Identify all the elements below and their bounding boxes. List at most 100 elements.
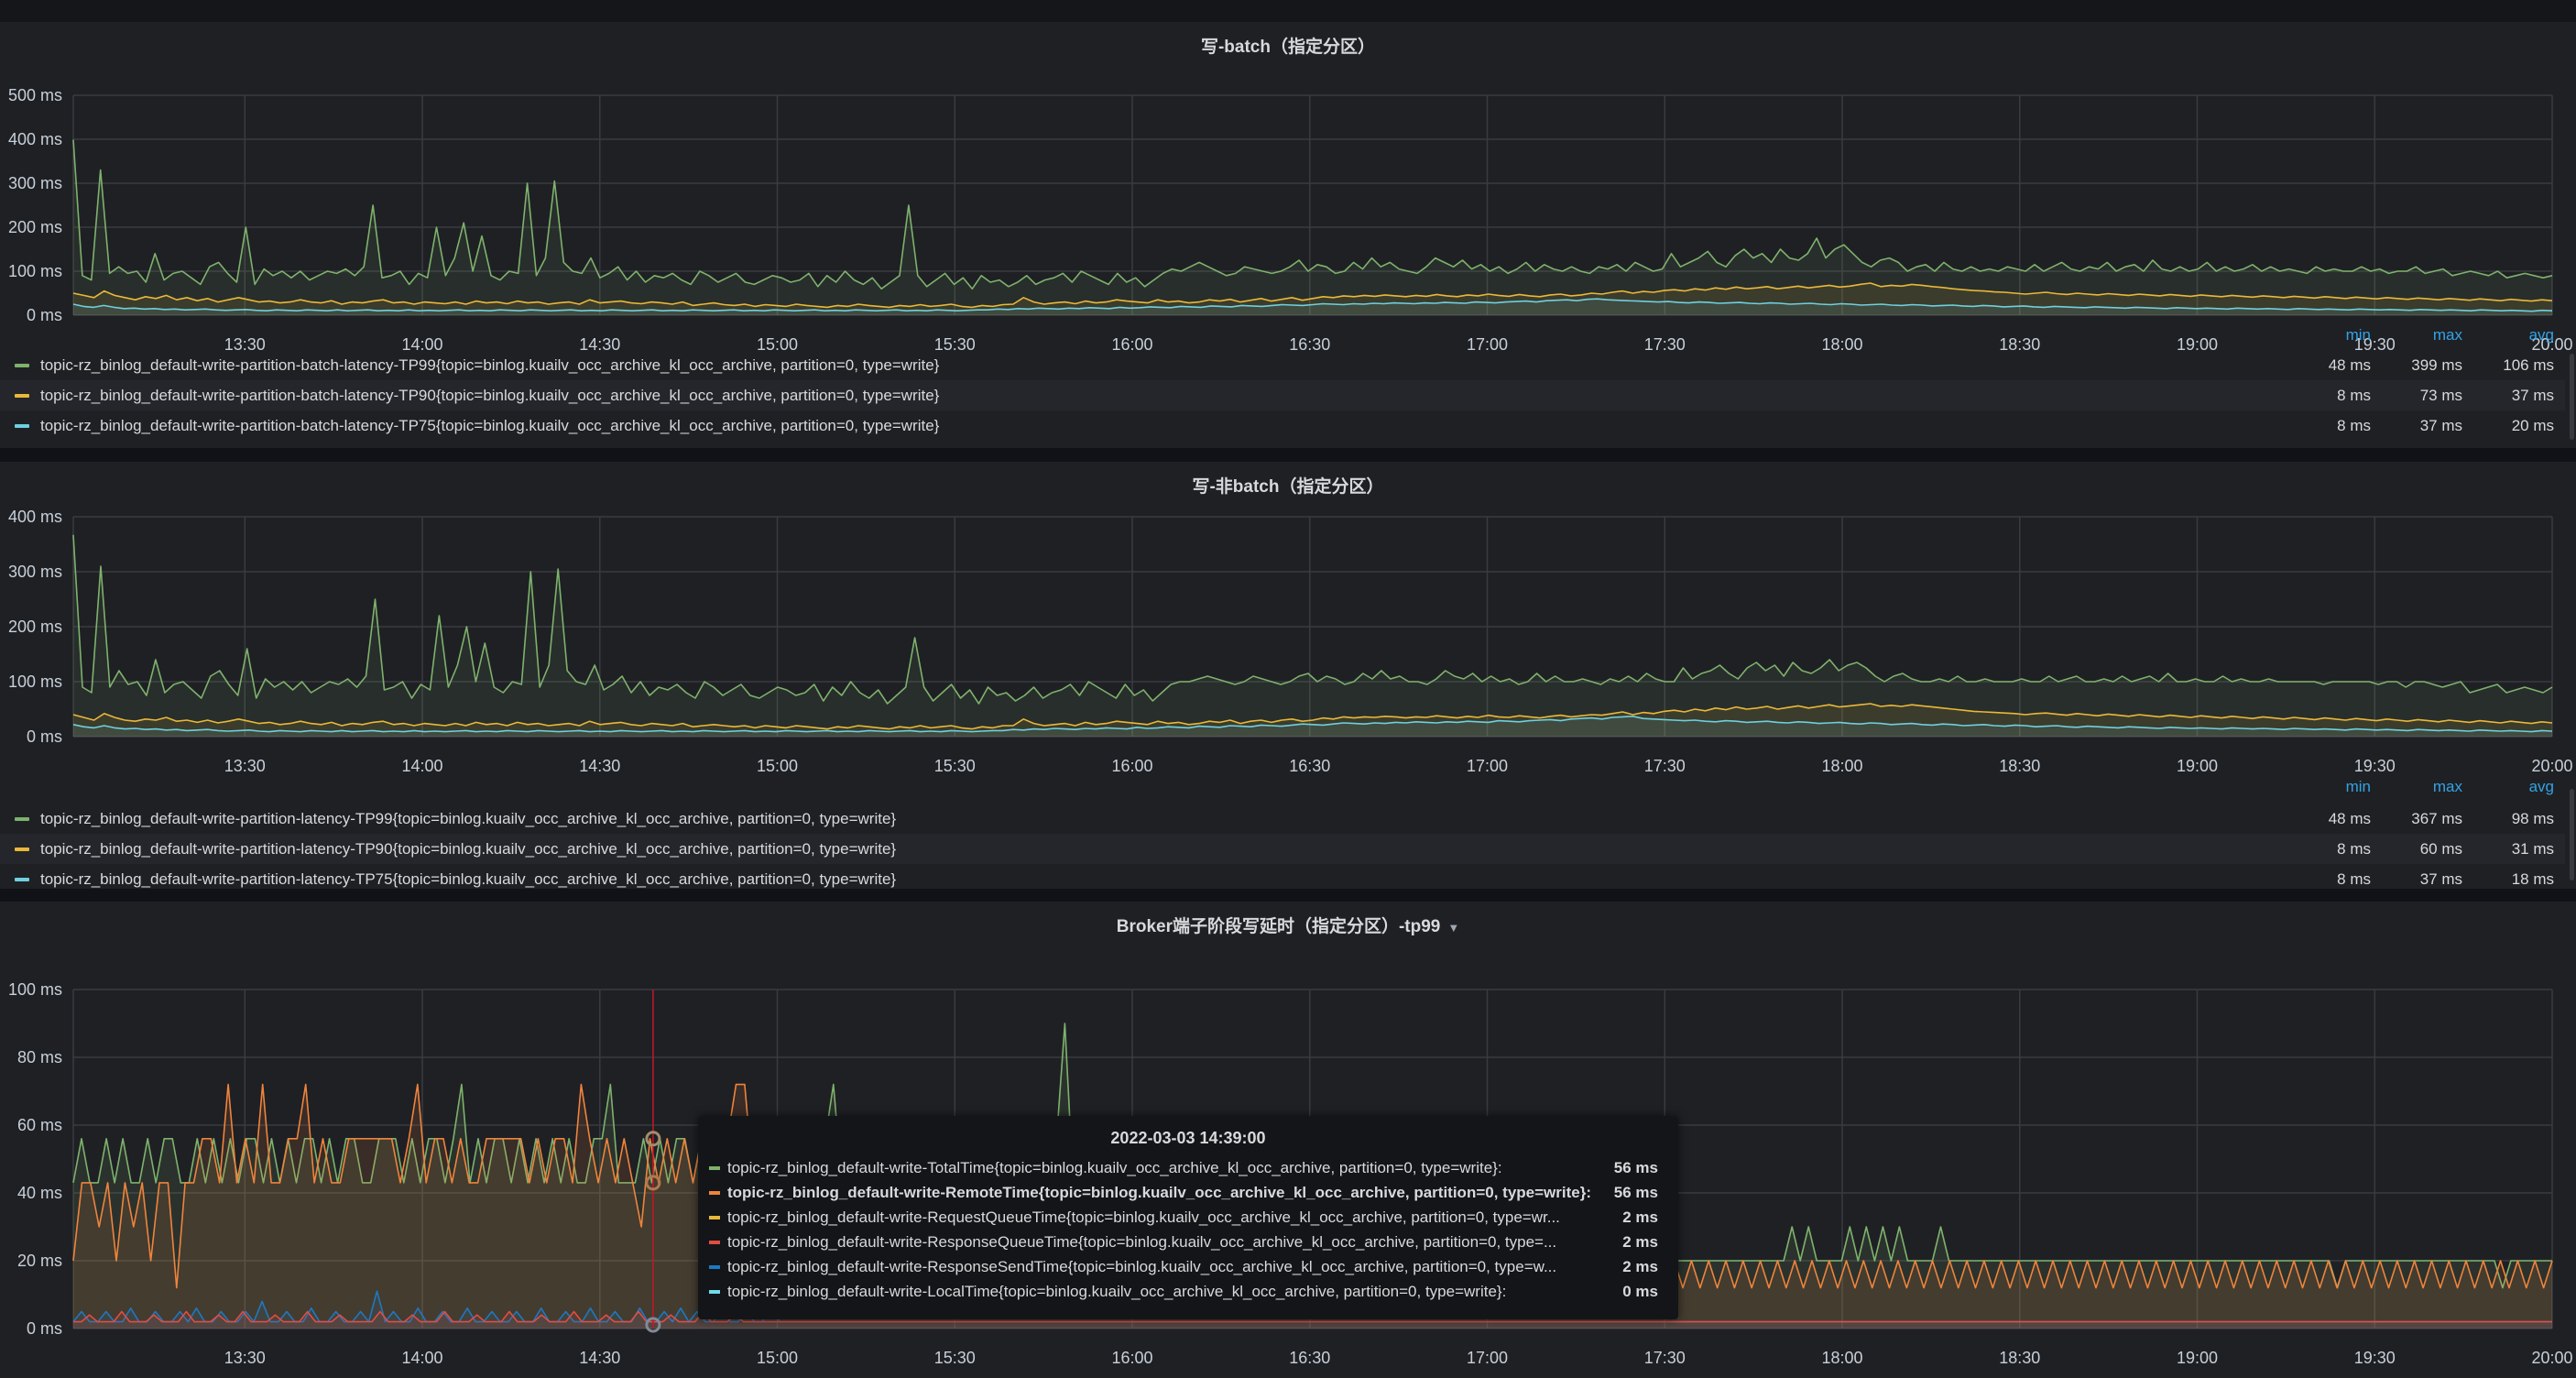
y-tick-label: 300 ms: [8, 174, 62, 192]
legend-swatch: [15, 817, 29, 821]
x-tick-label: 15:30: [934, 335, 976, 354]
legend-series-name[interactable]: topic-rz_binlog_default-write-partition-…: [40, 870, 897, 888]
legend-scrollbar[interactable]: [2570, 354, 2574, 440]
legend-header-min[interactable]: min: [2345, 778, 2371, 795]
tooltip-row: topic-rz_binlog_default-write-TotalTime{…: [709, 1156, 1671, 1180]
legend-swatch: [15, 394, 29, 398]
legend-header-avg[interactable]: avg: [2528, 778, 2554, 795]
x-tick-label: 16:00: [1112, 1349, 1153, 1367]
panel-write-non-batch: 写-非batch（指定分区） 400 ms 300 ms 200 ms 100 ms 0…: [0, 462, 2576, 889]
legend-max: 37 ms: [2419, 870, 2462, 888]
y-tick-label: 40 ms: [17, 1184, 62, 1202]
tooltip-swatch: [709, 1290, 720, 1294]
tooltip-value: 56 ms: [1613, 1184, 1658, 1201]
x-tick-label: 16:30: [1289, 1349, 1330, 1367]
legend-avg: 98 ms: [2511, 810, 2554, 827]
x-tick-label: 16:00: [1112, 757, 1153, 775]
y-tick-label: 0 ms: [27, 1319, 62, 1338]
series-line[interactable]: [72, 298, 2553, 312]
tooltip-swatch: [709, 1265, 720, 1269]
legend-row-tp75[interactable]: topic-rz_binlog_default-write-partition-…: [0, 864, 2565, 889]
series-line[interactable]: [72, 716, 2553, 733]
legend-scrollbar[interactable]: [2570, 789, 2574, 880]
legend-min: 48 ms: [2328, 810, 2371, 827]
legend-series-name[interactable]: topic-rz_binlog_default-write-partition-…: [40, 840, 897, 858]
legend-header-avg[interactable]: avg: [2528, 326, 2554, 344]
panel-title[interactable]: 写-非batch（指定分区）: [1192, 477, 1384, 497]
y-tick-label: 100 ms: [8, 673, 62, 691]
tooltip-series-name: topic-rz_binlog_default-write-ResponseSe…: [727, 1258, 1557, 1275]
y-tick-label: 80 ms: [17, 1048, 62, 1066]
y-tick-label: 300 ms: [8, 563, 62, 581]
series-line[interactable]: [72, 282, 2553, 309]
x-tick-label: 20:00: [2531, 1349, 2572, 1367]
legend-max: 399 ms: [2411, 356, 2462, 374]
y-tick-label: 60 ms: [17, 1116, 62, 1134]
chart-tooltip: 2022-03-03 14:39:00 topic-rz_binlog_defa…: [698, 1116, 1678, 1319]
x-tick-label: 17:30: [1644, 335, 1686, 354]
x-tick-label: 18:30: [1999, 1349, 2040, 1367]
legend-min: 8 ms: [2337, 417, 2371, 434]
series-area: [73, 299, 2552, 315]
x-tick-label: 13:30: [224, 757, 266, 775]
y-tick-label: 200 ms: [8, 218, 62, 236]
legend-row-tp99[interactable]: topic-rz_binlog_default-write-partition-…: [0, 804, 2565, 834]
x-tick-label: 15:00: [757, 757, 798, 775]
x-tick-label: 14:30: [579, 757, 620, 775]
legend-swatch: [15, 848, 29, 851]
x-tick-label: 18:00: [1821, 1349, 1862, 1367]
tooltip-series-name: topic-rz_binlog_default-write-LocalTime{…: [727, 1283, 1507, 1300]
caret-down-icon[interactable]: ▼: [1447, 921, 1460, 935]
series-line[interactable]: [72, 703, 2553, 730]
x-tick-label: 17:00: [1467, 335, 1508, 354]
y-tick-label: 400 ms: [8, 130, 62, 148]
chart-write-non-batch: 400 ms 300 ms 200 ms 100 ms 0 ms 13:30 14:00 14…: [8, 508, 2573, 775]
x-tick-label: 17:00: [1467, 1349, 1508, 1367]
y-tick-label: 100 ms: [8, 262, 62, 280]
legend-min: 8 ms: [2337, 870, 2371, 888]
legend-max: 37 ms: [2419, 417, 2462, 434]
legend-row-tp75[interactable]: topic-rz_binlog_default-write-partition-…: [0, 410, 2565, 441]
tooltip-row: topic-rz_binlog_default-write-ResponseSe…: [709, 1255, 1671, 1279]
legend-avg: 37 ms: [2511, 387, 2554, 404]
legend-row-tp90[interactable]: topic-rz_binlog_default-write-partition-…: [0, 380, 2565, 410]
series-line[interactable]: [72, 139, 2553, 290]
hover-point-marker: [645, 1175, 661, 1191]
x-tick-label: 20:00: [2531, 757, 2572, 775]
series-line[interactable]: [72, 534, 2553, 705]
hover-point-marker: [645, 1317, 661, 1333]
legend-row-tp90[interactable]: topic-rz_binlog_default-write-partition-…: [0, 834, 2565, 864]
legend-series-name[interactable]: topic-rz_binlog_default-write-partition-…: [40, 356, 940, 374]
x-tick-label: 13:30: [224, 1349, 266, 1367]
legend-series-name[interactable]: topic-rz_binlog_default-write-partition-…: [40, 387, 940, 404]
tooltip-row: topic-rz_binlog_default-write-ResponseQu…: [709, 1230, 1671, 1254]
tooltip-value: 2 ms: [1622, 1208, 1658, 1226]
tooltip-swatch: [709, 1216, 720, 1219]
tooltip-row: topic-rz_binlog_default-write-RequestQue…: [709, 1206, 1671, 1230]
series-area: [73, 1311, 2552, 1329]
x-tick-label: 16:30: [1289, 757, 1330, 775]
legend-max: 73 ms: [2419, 387, 2462, 404]
x-tick-label: 18:30: [1999, 757, 2040, 775]
legend-series-name[interactable]: topic-rz_binlog_default-write-partition-…: [40, 810, 897, 827]
x-tick-label: 15:30: [934, 1349, 976, 1367]
tooltip-row: topic-rz_binlog_default-write-LocalTime{…: [709, 1280, 1671, 1304]
x-tick-label: 15:00: [757, 335, 798, 354]
x-tick-label: 14:30: [579, 335, 620, 354]
legend-header-max[interactable]: max: [2432, 778, 2462, 795]
x-tick-label: 17:30: [1644, 1349, 1686, 1367]
legend-avg: 20 ms: [2511, 417, 2554, 434]
legend-swatch: [15, 364, 29, 367]
legend-header: min max avg: [0, 778, 2576, 800]
panel-title[interactable]: Broker端子阶段写延时（指定分区）-tp99 ▼: [0, 913, 2576, 937]
series-line[interactable]: [73, 1310, 2552, 1323]
panel-title[interactable]: 写-batch（指定分区）: [1200, 38, 1375, 57]
legend-row-tp99[interactable]: topic-rz_binlog_default-write-partition-…: [0, 350, 2565, 380]
legend-avg: 106 ms: [2503, 356, 2554, 374]
x-tick-label: 15:30: [934, 757, 976, 775]
legend-header-min[interactable]: min: [2345, 326, 2371, 344]
legend-series-name[interactable]: topic-rz_binlog_default-write-partition-…: [40, 417, 940, 434]
tooltip-series-name: topic-rz_binlog_default-write-TotalTime{…: [727, 1159, 1502, 1176]
tooltip-value: 56 ms: [1613, 1159, 1658, 1176]
legend-header-max[interactable]: max: [2432, 326, 2462, 344]
